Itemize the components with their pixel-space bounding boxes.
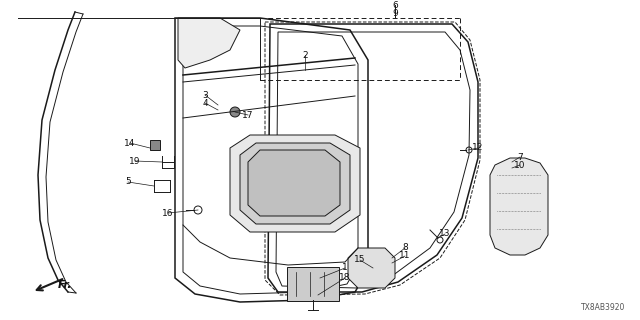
- FancyBboxPatch shape: [287, 267, 339, 301]
- Text: 2: 2: [302, 51, 308, 60]
- Text: 3: 3: [202, 91, 208, 100]
- Text: 5: 5: [125, 178, 131, 187]
- Circle shape: [230, 107, 240, 117]
- Text: 14: 14: [124, 139, 136, 148]
- Text: 13: 13: [439, 229, 451, 238]
- Text: 8: 8: [402, 244, 408, 252]
- Text: Fr.: Fr.: [58, 280, 72, 290]
- Text: 15: 15: [355, 255, 365, 265]
- Text: 4: 4: [202, 99, 208, 108]
- Text: 10: 10: [515, 161, 525, 170]
- Text: TX8AB3920: TX8AB3920: [580, 303, 625, 312]
- Text: 11: 11: [399, 252, 411, 260]
- PathPatch shape: [490, 158, 548, 255]
- PathPatch shape: [348, 248, 395, 288]
- Text: 18: 18: [339, 274, 351, 283]
- Text: 7: 7: [517, 153, 523, 162]
- PathPatch shape: [248, 150, 340, 216]
- Text: 19: 19: [129, 156, 141, 165]
- Bar: [150, 140, 160, 150]
- Text: 17: 17: [243, 110, 253, 119]
- Text: 1: 1: [342, 263, 348, 273]
- Text: 12: 12: [472, 143, 484, 153]
- PathPatch shape: [240, 143, 350, 224]
- Text: 16: 16: [163, 209, 173, 218]
- PathPatch shape: [178, 18, 240, 68]
- Text: 6: 6: [392, 2, 398, 11]
- PathPatch shape: [230, 135, 360, 232]
- Text: 9: 9: [392, 10, 398, 19]
